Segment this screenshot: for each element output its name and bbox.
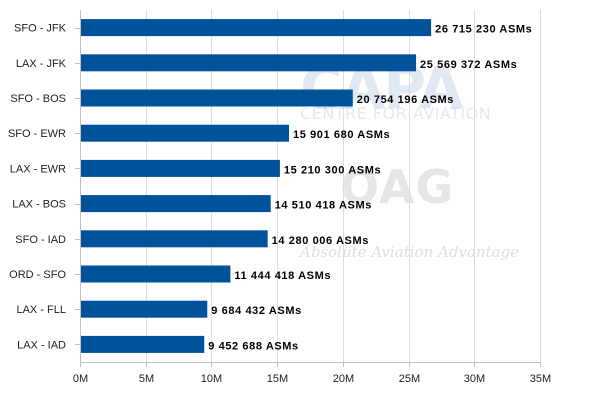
bar [81,230,268,248]
category-label: LAX - FLL [16,304,66,316]
data-label: 20 754 196 ASMs [357,94,454,106]
bar [81,195,271,213]
bar [81,159,280,177]
y-axis: SFO - JFK LAX - JFK SFO - BOS SFO - EWR LAX … [8,10,81,362]
x-tick-label: 5M [139,373,154,385]
category-label: ORD - SFO [9,269,66,281]
bar [81,19,432,37]
category-label: SFO - EWR [8,128,66,140]
data-labels: 26 715 230 ASMs 25 569 372 ASMs 20 754 196… [208,24,532,353]
x-tick-label: 35M [530,373,551,385]
x-tick-label: 20M [333,373,354,385]
category-label: LAX - EWR [10,163,66,175]
data-label: 14 510 418 ASMs [275,200,372,212]
category-label: SFO - JFK [14,23,67,35]
capa-watermark-subtitle: CENTRE FOR AVIATION [300,104,492,123]
data-label: 25 569 372 ASMs [420,59,517,71]
data-label: 26 715 230 ASMs [435,24,532,36]
category-label: LAX - JFK [16,58,67,70]
bar [81,300,208,318]
bar [81,124,289,142]
category-label: LAX - IAD [17,339,66,351]
category-label: SFO - BOS [10,93,66,105]
x-tick-label: 30M [464,373,485,385]
data-label: 9 452 688 ASMs [208,340,299,352]
bars [81,19,432,353]
data-label: 11 444 418 ASMs [234,270,331,282]
category-label: SFO - IAD [15,234,66,246]
bar [81,265,231,283]
x-tick-label: 0M [73,373,88,385]
x-axis: 0M 5M 10M 15M 20M 25M 30M 35M [73,362,551,385]
category-label: LAX - BOS [12,199,66,211]
bar [81,89,353,107]
x-tick-label: 10M [201,373,222,385]
data-label: 9 684 432 ASMs [211,305,302,317]
oag-watermark: OAG [340,160,455,214]
bar [81,335,205,353]
x-tick-label: 25M [399,373,420,385]
x-tick-label: 15M [267,373,288,385]
data-label: 15 901 680 ASMs [293,129,390,141]
data-label: 15 210 300 ASMs [284,164,381,176]
bar [81,54,417,72]
data-label: 14 280 006 ASMs [272,235,369,247]
